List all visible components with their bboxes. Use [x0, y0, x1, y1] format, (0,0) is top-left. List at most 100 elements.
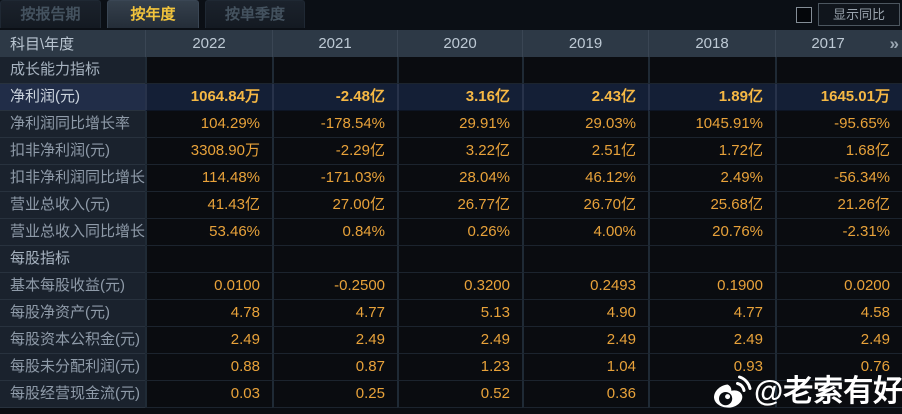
- row-label: 扣非净利润同比增长率: [0, 165, 145, 192]
- value-cell: -56.34%: [775, 165, 902, 192]
- empty-cell: [775, 246, 902, 273]
- value-cell: 21.26亿: [775, 192, 902, 219]
- value-cell: 1.68亿: [775, 138, 902, 165]
- year-column-header: 2019: [522, 30, 648, 57]
- value-cell: 3.22亿: [397, 138, 522, 165]
- value-cell: 1064.84万: [145, 84, 272, 111]
- value-cell: 26.70亿: [522, 192, 648, 219]
- value-cell: 1.72亿: [648, 138, 775, 165]
- tab-by-report-period[interactable]: 按报告期: [0, 0, 101, 28]
- value-cell: -178.54%: [272, 111, 397, 138]
- value-cell: 20.76%: [648, 219, 775, 246]
- empty-cell: [272, 246, 397, 273]
- value-cell: -2.29亿: [272, 138, 397, 165]
- value-cell: 4.58: [775, 300, 902, 327]
- empty-cell: [775, 57, 902, 84]
- value-cell: 2.43亿: [522, 84, 648, 111]
- value-cell: -95.65%: [775, 111, 902, 138]
- table-row: 净利润(元) 1064.84万 -2.48亿 3.16亿 2.43亿 1.89亿 1645.…: [0, 84, 902, 111]
- table-row: 扣非净利润同比增长率114.48%-171.03%28.04%46.12%2.4…: [0, 165, 902, 192]
- value-cell: 4.00%: [522, 219, 648, 246]
- empty-cell: [397, 246, 522, 273]
- row-label: 每股资本公积金(元): [0, 327, 145, 354]
- value-cell: 53.46%: [145, 219, 272, 246]
- value-cell: 2.49%: [648, 165, 775, 192]
- empty-cell: [648, 57, 775, 84]
- row-label: 营业总收入(元): [0, 192, 145, 219]
- value-cell: 2.49: [145, 327, 272, 354]
- value-cell: 0.87: [272, 354, 397, 381]
- year-column-header: 2020: [397, 30, 522, 57]
- value-cell: 0.0200: [775, 273, 902, 300]
- value-cell: 4.77: [648, 300, 775, 327]
- tab-by-year[interactable]: 按年度: [107, 0, 199, 28]
- show-yoy-control: 显示同比: [796, 3, 900, 26]
- value-cell: 2.51亿: [522, 138, 648, 165]
- value-cell: 104.29%: [145, 111, 272, 138]
- table-row: 基本每股收益(元) 0.0100 -0.2500 0.3200 0.2493 0.1900…: [0, 273, 902, 300]
- table-row: 每股资本公积金(元) 2.49 2.49 2.49 2.49 2.49 2.49: [0, 327, 902, 354]
- value-cell: 1045.91%: [648, 111, 775, 138]
- header-row: 科目\年度 2022 2021 2020 2019 2018 2017»: [0, 30, 902, 57]
- value-cell: -2.48亿: [272, 84, 397, 111]
- financial-table: 科目\年度 2022 2021 2020 2019 2018 2017» 成长能力指标 净利…: [0, 30, 902, 408]
- row-label: 每股未分配利润(元): [0, 354, 145, 381]
- row-label: 营业总收入同比增长率: [0, 219, 145, 246]
- value-cell: 3.16亿: [397, 84, 522, 111]
- value-cell: 28.04%: [397, 165, 522, 192]
- empty-cell: [648, 246, 775, 273]
- value-cell: 29.03%: [522, 111, 648, 138]
- value-cell: 3308.90万: [145, 138, 272, 165]
- value-cell: 0.76: [775, 354, 902, 381]
- value-cell: 4.90: [522, 300, 648, 327]
- table-row: 净利润同比增长率 104.29% -178.54% 29.91% 29.03% 1045.…: [0, 111, 902, 138]
- year-column-header: 2018: [648, 30, 775, 57]
- value-cell: 41.43亿: [145, 192, 272, 219]
- row-label: 净利润同比增长率: [0, 111, 145, 138]
- value-cell: 0.03: [145, 381, 272, 408]
- year-column-header: 2017»: [775, 30, 902, 57]
- value-cell: 0.2493: [522, 273, 648, 300]
- value-cell: 27.00亿: [272, 192, 397, 219]
- section-row: 每股指标: [0, 246, 902, 273]
- more-years-icon[interactable]: »: [889, 34, 900, 53]
- value-cell: 0.52: [397, 381, 522, 408]
- value-cell: 0.25: [272, 381, 397, 408]
- value-cell: 5.13: [397, 300, 522, 327]
- value-cell: 1.89亿: [648, 84, 775, 111]
- table-row: 每股未分配利润(元) 0.88 0.87 1.23 1.04 0.93 0.76: [0, 354, 902, 381]
- row-label: 扣非净利润(元): [0, 138, 145, 165]
- row-label: 每股指标: [0, 246, 145, 273]
- empty-cell: [522, 246, 648, 273]
- row-label: 每股净资产(元): [0, 300, 145, 327]
- empty-cell: [272, 57, 397, 84]
- value-cell: 0.0100: [145, 273, 272, 300]
- value-cell: 2.49: [522, 327, 648, 354]
- value-cell: 114.48%: [145, 165, 272, 192]
- empty-cell: [145, 57, 272, 84]
- value-cell: 4.77: [272, 300, 397, 327]
- value-cell: 0.3200: [397, 273, 522, 300]
- value-cell: 2.49: [397, 327, 522, 354]
- row-label: 每股经营现金流(元): [0, 381, 145, 408]
- row-label: 成长能力指标: [0, 57, 145, 84]
- year-column-header: 2022: [145, 30, 272, 57]
- table-row: 营业总收入同比增长率53.46%0.84%0.26%4.00%20.76%-2.…: [0, 219, 902, 246]
- value-cell: 25.68亿: [648, 192, 775, 219]
- value-cell: 0.26%: [397, 219, 522, 246]
- row-label: 基本每股收益(元): [0, 273, 145, 300]
- empty-cell: [397, 57, 522, 84]
- value-cell: 29.91%: [397, 111, 522, 138]
- section-row: 成长能力指标: [0, 57, 902, 84]
- corner-header: 科目\年度: [10, 36, 75, 53]
- show-yoy-label[interactable]: 显示同比: [818, 3, 900, 26]
- value-cell: 0.1900: [648, 273, 775, 300]
- value-cell: 46.12%: [522, 165, 648, 192]
- tab-by-quarter[interactable]: 按单季度: [205, 0, 305, 28]
- value-cell: 1.23: [397, 354, 522, 381]
- show-yoy-checkbox[interactable]: [796, 6, 812, 23]
- table-row: 营业总收入(元) 41.43亿 27.00亿 26.77亿 26.70亿 25.68亿 21…: [0, 192, 902, 219]
- value-cell: 0.93: [648, 354, 775, 381]
- table-body: 成长能力指标 净利润(元) 1064.84万 -2.48亿 3.16亿 2.43亿 1.89…: [0, 57, 902, 408]
- value-cell: 2.49: [775, 327, 902, 354]
